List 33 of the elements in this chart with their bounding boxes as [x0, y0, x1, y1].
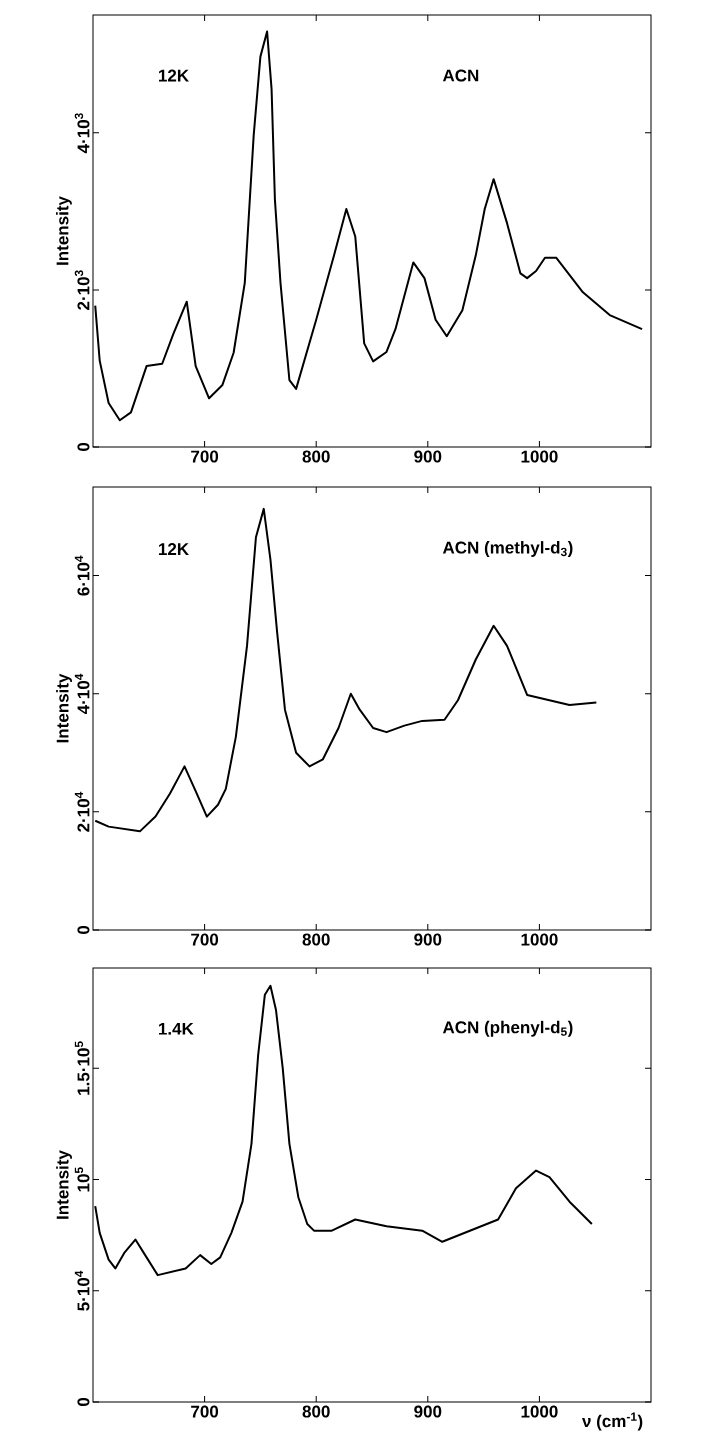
x-tick-label: 800	[302, 1405, 330, 1418]
y-tick-label: 0	[77, 442, 90, 452]
x-tick-label: 700	[191, 1405, 219, 1418]
annotation: 1.4K	[158, 1022, 194, 1035]
x-tick-label: 800	[302, 450, 330, 463]
annotation: 12K	[158, 543, 189, 555]
y-tick-label: 1.5·10$^{5}$	[74, 1041, 90, 1095]
x-tick-label: 900	[414, 933, 442, 946]
annotation: ACN (methyl-d$_{3}$)	[442, 541, 573, 557]
x-tick-label: 900	[414, 450, 442, 463]
annotation: 12K	[158, 69, 189, 82]
y-axis-title: Intensity	[56, 673, 72, 743]
x-tick-label: 700	[191, 933, 219, 946]
y-axis-title: Intensity	[56, 1150, 72, 1219]
x-tick-label: 900	[414, 1405, 442, 1418]
y-tick-label: 4·10$^{4}$	[74, 673, 90, 715]
y-axis-title: Intensity	[56, 196, 72, 265]
y-tick-label: 0	[77, 1397, 90, 1407]
y-tick-label: 4·10$^{3}$	[74, 113, 90, 154]
x-axis-title: ν (cm$^{-1}$)	[581, 1412, 643, 1431]
annotation: ACN (phenyl-d$_{5}$)	[442, 1020, 573, 1037]
annotation: ACN	[442, 69, 479, 82]
x-tick-label: 800	[302, 933, 330, 946]
x-tick-label: 1000	[521, 933, 558, 946]
x-tick-label: 1000	[521, 450, 558, 463]
y-tick-label: 2·10$^{4}$	[74, 791, 90, 832]
x-tick-label: 1000	[521, 1405, 558, 1418]
x-tick-label: 700	[191, 450, 219, 463]
y-tick-label: 2·10$^{3}$	[74, 270, 90, 310]
y-tick-label: 0	[77, 925, 90, 935]
y-tick-label: 6·10$^{4}$	[74, 555, 90, 596]
y-tick-label: 10$^{5}$	[74, 1167, 90, 1192]
y-tick-label: 5·10$^{4}$	[74, 1270, 90, 1311]
